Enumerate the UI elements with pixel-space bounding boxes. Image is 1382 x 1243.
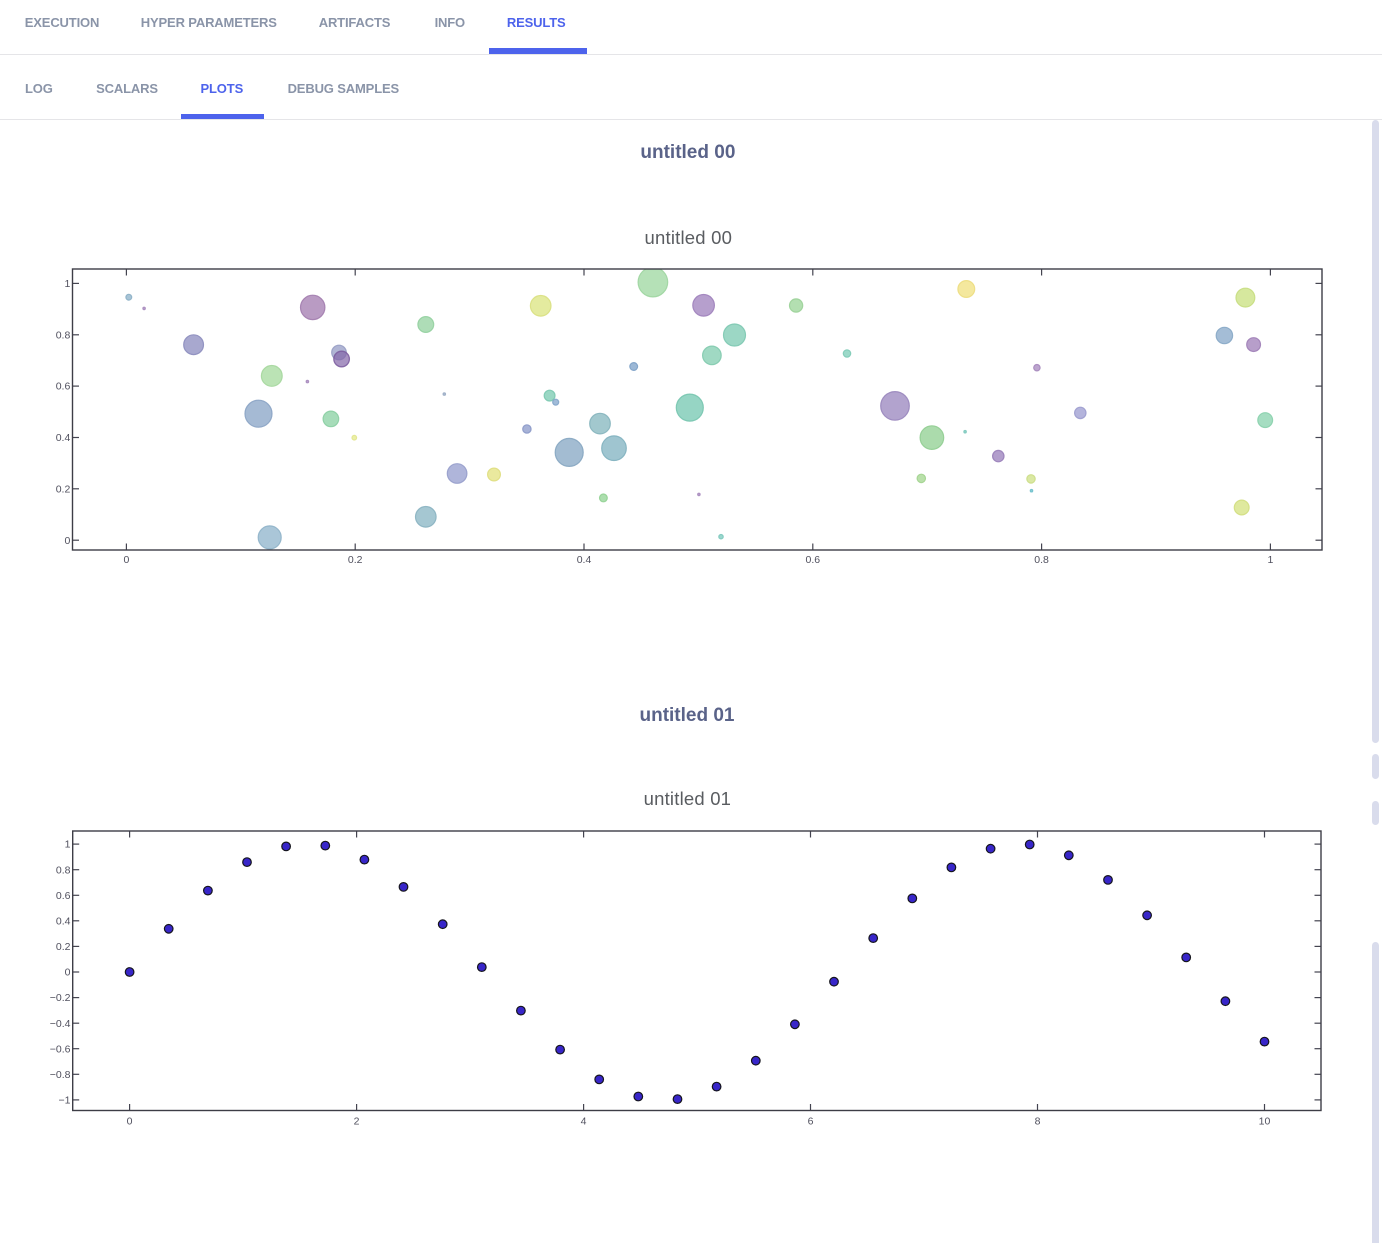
svg-text:0.2: 0.2 [56,941,71,953]
svg-text:−0.6: −0.6 [50,1043,71,1055]
svg-text:0: 0 [64,535,70,547]
svg-text:0.2: 0.2 [348,554,363,566]
svg-text:2: 2 [354,1116,360,1128]
svg-text:1: 1 [1267,554,1273,566]
svg-text:0: 0 [127,1116,133,1128]
svg-text:4: 4 [581,1116,587,1128]
svg-text:8: 8 [1035,1116,1041,1128]
svg-text:0.6: 0.6 [805,554,820,566]
svg-text:0.4: 0.4 [56,432,71,444]
svg-text:0.2: 0.2 [56,483,71,495]
svg-text:0.6: 0.6 [56,890,71,902]
svg-text:1: 1 [64,278,70,290]
svg-text:−0.8: −0.8 [50,1069,71,1081]
svg-text:1: 1 [65,839,71,851]
svg-text:0: 0 [65,967,71,979]
svg-text:0: 0 [123,554,129,566]
svg-text:0.8: 0.8 [1034,554,1049,566]
svg-text:−0.2: −0.2 [50,992,71,1004]
svg-text:−0.4: −0.4 [50,1018,71,1030]
svg-text:0.8: 0.8 [56,864,71,876]
svg-text:0.4: 0.4 [56,915,71,927]
svg-text:0.8: 0.8 [56,329,71,341]
svg-text:10: 10 [1259,1116,1271,1128]
svg-text:0.6: 0.6 [56,381,71,393]
svg-text:0.4: 0.4 [577,554,592,566]
svg-text:6: 6 [808,1116,814,1128]
svg-text:−1: −1 [59,1095,71,1107]
